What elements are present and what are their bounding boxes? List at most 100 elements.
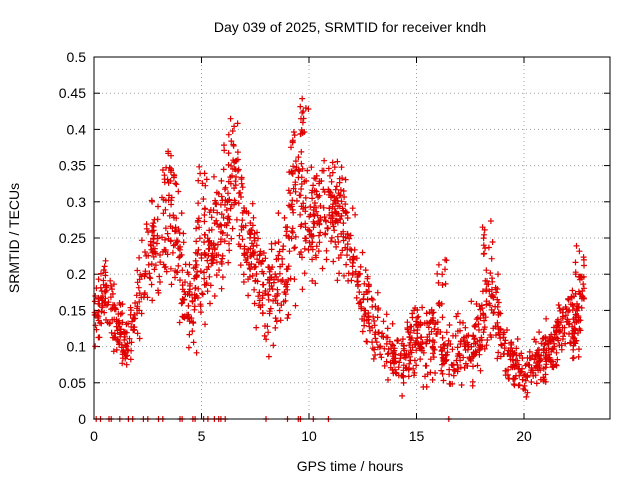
- data-point: [257, 304, 264, 311]
- data-point: [149, 222, 156, 229]
- data-point: [292, 188, 299, 195]
- data-point: [225, 131, 232, 138]
- data-point: [160, 210, 167, 217]
- data-point: [502, 367, 509, 374]
- data-point: [495, 271, 501, 278]
- data-point: [523, 393, 530, 400]
- data-point: [240, 271, 247, 278]
- data-point: [123, 353, 130, 360]
- data-point: [394, 337, 401, 344]
- data-point: [298, 203, 305, 210]
- data-point: [481, 326, 488, 333]
- data-point: [256, 289, 263, 296]
- data-point: [192, 249, 199, 256]
- data-point: [275, 239, 282, 246]
- data-point: [167, 223, 174, 230]
- data-point: [117, 311, 124, 318]
- data-point: [352, 211, 359, 218]
- data-point: [343, 209, 350, 216]
- data-point: [98, 270, 104, 277]
- data-point: [95, 334, 102, 341]
- data-point: [328, 178, 335, 185]
- data-point: [390, 342, 397, 349]
- data-point: [320, 167, 327, 174]
- data-point: [101, 309, 108, 316]
- data-point: [231, 185, 238, 192]
- data-point: [321, 189, 328, 195]
- data-point: [387, 359, 394, 366]
- data-point: [218, 285, 225, 292]
- data-point: [436, 299, 443, 306]
- data-point: [175, 262, 182, 269]
- data-point: [542, 378, 549, 385]
- data-point: [372, 335, 379, 342]
- data-point: [553, 334, 560, 341]
- data-point: [298, 148, 305, 155]
- data-point: [145, 261, 152, 268]
- data-point: [102, 288, 109, 295]
- chart-title: Day 039 of 2025, SRMTID for receiver knd…: [214, 19, 486, 35]
- data-point: [494, 296, 501, 303]
- data-point: [407, 339, 414, 346]
- data-point: [128, 347, 135, 354]
- data-point: [480, 242, 487, 249]
- data-point: [497, 335, 504, 342]
- data-point: [298, 181, 305, 187]
- data-point: [245, 246, 252, 253]
- data-point: [323, 256, 330, 263]
- data-point: [336, 270, 343, 277]
- data-point: [471, 323, 478, 330]
- data-point: [91, 312, 98, 318]
- data-point: [193, 293, 200, 299]
- data-point: [580, 256, 587, 263]
- data-point: [128, 323, 135, 330]
- data-point: [134, 330, 141, 337]
- data-point: [224, 232, 231, 239]
- data-point: [417, 322, 424, 329]
- data-point: [185, 311, 192, 318]
- data-point: [101, 298, 108, 305]
- data-point: [211, 254, 218, 261]
- data-point: [434, 319, 441, 326]
- data-point: [340, 188, 347, 194]
- data-point: [565, 296, 572, 303]
- data-point: [489, 239, 496, 245]
- data-point: [488, 255, 495, 262]
- data-point: [310, 232, 317, 239]
- data-point: [164, 230, 171, 237]
- data-point: [260, 250, 267, 256]
- y-tick-label: 0.2: [67, 266, 87, 282]
- data-point: [489, 278, 496, 285]
- data-point: [136, 254, 143, 261]
- data-point: [442, 280, 449, 287]
- data-point: [103, 302, 110, 309]
- data-point: [238, 180, 245, 187]
- data-point: [269, 264, 276, 271]
- data-point: [333, 217, 340, 224]
- data-point: [387, 364, 394, 371]
- data-point: [571, 335, 578, 342]
- data-point: [524, 361, 530, 367]
- data-point: [555, 316, 561, 323]
- data-point: [173, 181, 180, 188]
- data-point: [208, 260, 215, 267]
- data-point: [454, 362, 461, 368]
- data-point: [193, 225, 200, 232]
- data-point: [109, 286, 115, 293]
- data-point: [398, 340, 405, 347]
- data-point: [159, 234, 165, 241]
- data-point: [293, 197, 300, 204]
- data-point: [287, 190, 294, 197]
- data-point: [472, 348, 479, 355]
- data-point: [189, 328, 196, 335]
- data-point: [170, 171, 177, 178]
- data-point: [442, 266, 448, 273]
- data-point: [565, 308, 571, 315]
- data-point: [211, 293, 218, 299]
- data-point: [239, 236, 246, 243]
- data-point: [532, 351, 539, 358]
- data-point: [290, 163, 297, 170]
- data-point: [260, 281, 267, 288]
- data-point: [275, 210, 282, 217]
- data-point: [570, 303, 577, 309]
